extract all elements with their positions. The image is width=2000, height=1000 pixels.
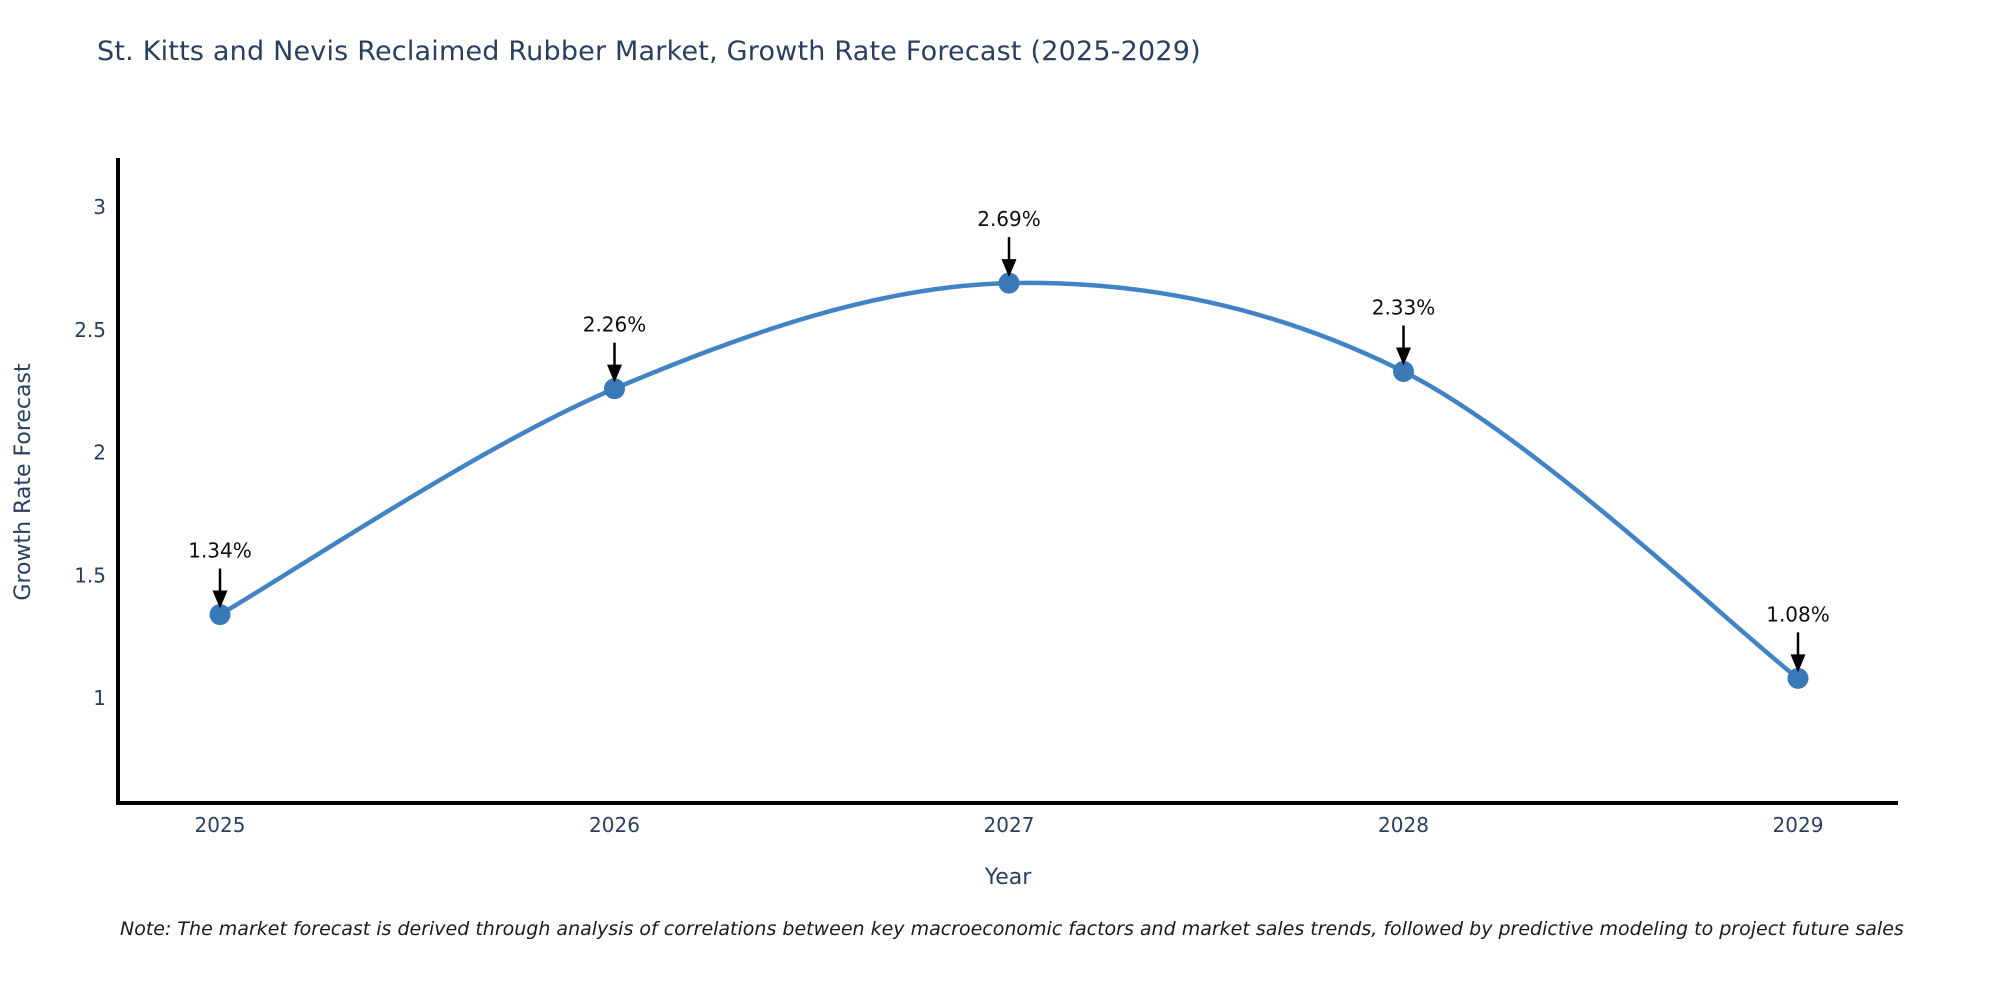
data-point-marker[interactable] xyxy=(1787,667,1809,689)
y-axis-tick-labels: 3 2.5 2 1.5 1 xyxy=(74,195,106,710)
growth-forecast-line xyxy=(217,280,1801,681)
annotation-label: 1.08% xyxy=(1766,602,1830,626)
annotation-arrow-head xyxy=(1790,654,1806,673)
annotation-arrow-head xyxy=(1001,259,1017,278)
data-point-annotations: 1.34% 2.26% 2.69% 2.33% 1.08% xyxy=(188,207,1830,673)
y-tick-label: 3 xyxy=(93,195,106,219)
y-tick-label: 1 xyxy=(93,686,106,710)
data-point-marker[interactable] xyxy=(998,272,1020,294)
data-point-markers xyxy=(209,272,1809,689)
data-point-marker[interactable] xyxy=(604,378,625,400)
annotation-label: 2.33% xyxy=(1372,295,1436,319)
x-tick-label: 2028 xyxy=(1378,813,1429,837)
y-axis-title: Growth Rate Forecast xyxy=(11,363,36,601)
y-tick-label: 1.5 xyxy=(74,563,106,587)
x-tick-label: 2027 xyxy=(984,813,1035,837)
chart-title: St. Kitts and Nevis Reclaimed Rubber Mar… xyxy=(97,36,1201,67)
annotation-arrow-head xyxy=(607,364,622,383)
x-tick-label: 2026 xyxy=(589,813,640,837)
annotation-arrow-head xyxy=(212,590,228,609)
data-point-marker[interactable] xyxy=(209,604,231,626)
annotation-label: 2.26% xyxy=(583,313,647,337)
footnote: Note: The market forecast is derived thr… xyxy=(120,918,1904,940)
y-tick-label: 2.5 xyxy=(74,318,106,342)
annotation-label: 1.34% xyxy=(188,539,252,563)
x-axis-tick-labels: 2025 2026 2027 2028 2029 xyxy=(195,813,1824,837)
x-tick-label: 2029 xyxy=(1773,813,1824,837)
x-tick-label: 2025 xyxy=(195,813,246,837)
annotation-label: 2.69% xyxy=(977,207,1041,231)
y-tick-label: 2 xyxy=(93,441,106,465)
annotation-arrow-head xyxy=(1396,347,1411,366)
x-axis-title: Year xyxy=(984,865,1033,890)
data-point-marker[interactable] xyxy=(1393,360,1414,382)
